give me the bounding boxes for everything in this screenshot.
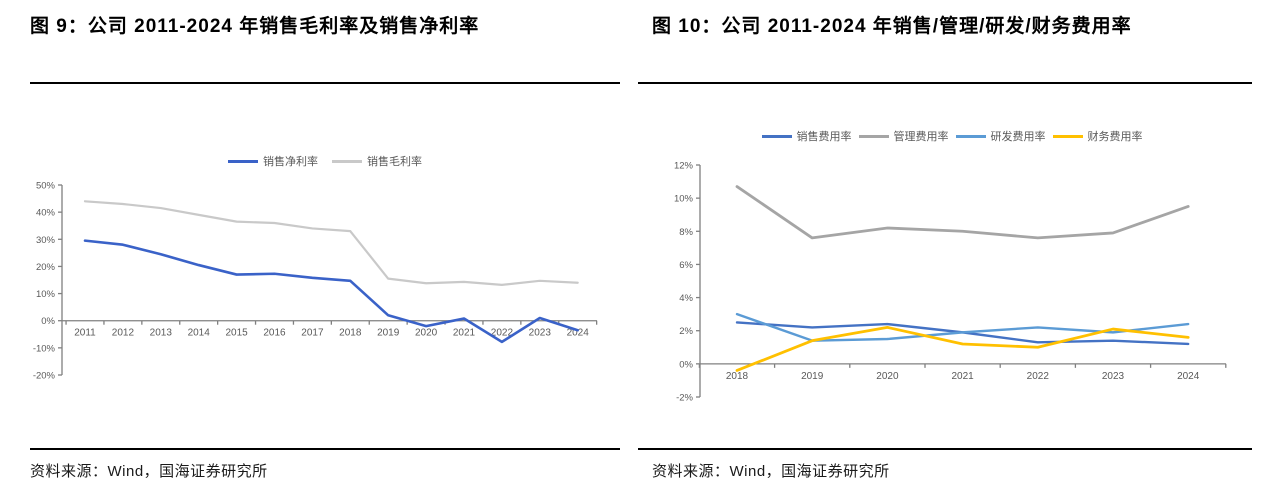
figure9-bottom-rule [30,448,620,450]
figure9-legend: 销售净利率 销售毛利率 [30,153,620,169]
legend-item: 研发费用率 [955,128,1046,144]
legend-item: 管理费用率 [858,128,949,144]
y-tick-label: -20% [33,371,56,382]
figure9-title: 图 9：公司 2011-2024 年销售毛利率及销售净利率 [30,14,661,40]
x-tick-label: 2023 [1102,371,1125,382]
y-tick-label: -10% [33,343,56,354]
x-tick-label: 2019 [377,328,400,339]
y-tick-label: 0% [679,359,693,370]
x-tick-label: 2019 [801,371,824,382]
gross-net-margin-line-chart: -20% -10% 0% 10% 20% 30% 40% 50% 2011 2012 2013 201… [33,181,598,382]
legend-label: 财务费用率 [1087,131,1143,143]
figure9-title-text: 公司 2011-2024 年销售毛利率及销售净利率 [87,16,480,37]
figure10-top-rule [638,82,1252,84]
legend-line-swatch [228,159,258,163]
y-tick-label: 0% [41,316,55,327]
x-tick-label: 2018 [726,371,749,382]
figure10-label: 图 10： [652,16,722,37]
x-tick-label: 2023 [529,328,552,339]
series-line-管理费用率 [735,185,1190,240]
x-tick-label: 2020 [876,371,899,382]
series-line-财务费用率 [735,325,1190,372]
y-tick-label: 8% [679,227,693,238]
y-tick-label: 6% [679,260,693,271]
x-tick-label: 2022 [1027,371,1050,382]
y-tick-label: 10% [36,289,56,300]
legend-line-swatch [761,134,792,138]
y-tick-label: 12% [674,161,694,172]
y-tick-label: 20% [36,262,56,273]
x-tick-label: 2020 [415,328,438,339]
legend-line-swatch [1052,134,1083,138]
legend-line-swatch [858,134,889,138]
y-tick-label: 10% [674,194,694,205]
x-tick-label: 2014 [188,328,211,339]
y-tick-label: 40% [36,208,56,219]
x-tick-label: 2021 [951,371,974,382]
legend-label: 研发费用率 [990,131,1046,143]
y-tick-label: 30% [36,235,56,246]
y-tick-label: 4% [679,293,693,304]
figure10-title-text: 公司 2011-2024 年销售/管理/研发/财务费用率 [721,16,1132,37]
figure9-top-rule [30,82,620,84]
figure9-label: 图 9： [30,16,88,37]
x-tick-label: 2021 [453,328,476,339]
x-tick-label: 2024 [567,328,590,339]
y-tick-label: -2% [676,393,693,404]
x-tick-label: 2016 [263,328,286,339]
legend-item: 销售费用率 [761,128,852,144]
figure10-legend: 销售费用率 管理费用率 研发费用率 财务费用率 [652,128,1252,144]
x-tick-label: 2024 [1177,371,1200,382]
legend-label: 销售毛利率 [367,156,422,168]
figure10-bottom-rule [638,448,1252,450]
legend-label: 销售净利率 [263,156,318,168]
x-tick-label: 2012 [112,328,135,339]
y-tick-label: 2% [679,326,693,337]
figure10-title: 图 10：公司 2011-2024 年销售/管理/研发/财务费用率 [652,14,1176,40]
x-tick-label: 2017 [301,328,324,339]
legend-line-swatch [332,159,362,163]
legend-label: 销售费用率 [796,131,852,143]
figure10-source: 资料来源：Wind，国海证券研究所 [652,463,890,480]
expense-ratio-line-chart: -2% 0% 2% 4% 6% 8% 10% 12% 2018 2019 2020 2021 2022 2… [674,161,1227,404]
series-line-销售净利率 [83,239,580,344]
x-tick-label: 2013 [150,328,173,339]
series-line-销售毛利率 [83,200,579,286]
legend-item: 财务费用率 [1052,128,1143,144]
legend-line-swatch [955,134,986,138]
y-tick-label: 50% [36,181,56,192]
x-tick-label: 2011 [74,328,96,339]
legend-item: 销售毛利率 [332,153,422,169]
x-tick-label: 2022 [491,328,514,339]
figure9-source: 资料来源：Wind，国海证券研究所 [30,463,268,480]
legend-label: 管理费用率 [893,131,949,143]
x-tick-label: 2018 [339,328,362,339]
legend-item: 销售净利率 [228,153,318,169]
x-tick-label: 2015 [225,328,248,339]
